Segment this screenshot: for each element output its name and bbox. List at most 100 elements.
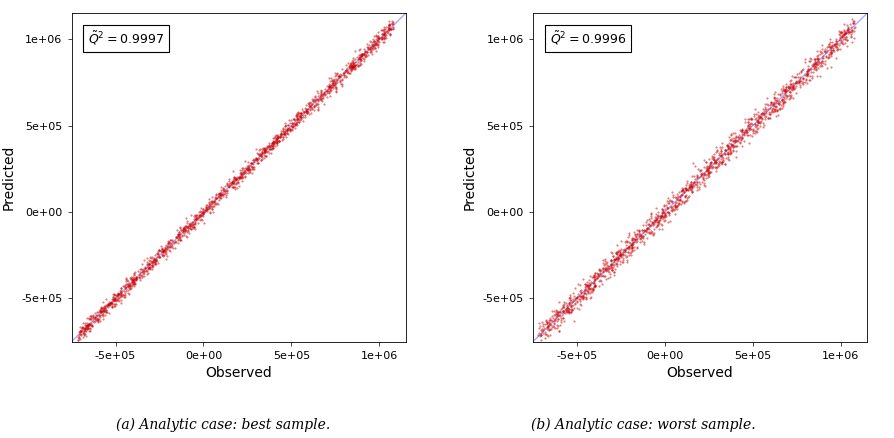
Point <box>662 211 676 218</box>
Point <box>763 108 778 115</box>
Point <box>94 309 108 316</box>
Point <box>810 62 824 69</box>
Point <box>543 326 557 333</box>
Point <box>830 46 844 53</box>
Point <box>213 191 227 198</box>
Point <box>291 108 305 115</box>
Point <box>89 317 104 324</box>
Point <box>782 92 797 99</box>
Point <box>234 168 249 175</box>
Point <box>216 187 231 194</box>
Point <box>832 27 847 34</box>
Point <box>544 325 558 332</box>
Point <box>848 19 862 26</box>
Point <box>562 309 577 316</box>
Point <box>122 280 137 287</box>
Point <box>837 30 851 37</box>
Point <box>779 84 793 91</box>
Point <box>540 319 554 326</box>
Point <box>310 104 325 111</box>
Point <box>610 263 624 270</box>
Point <box>368 40 383 47</box>
Point <box>143 255 157 262</box>
Point <box>103 300 117 307</box>
Point <box>560 302 574 309</box>
Point <box>561 307 575 314</box>
Point <box>582 284 596 291</box>
Point <box>82 320 97 327</box>
Point <box>334 80 349 87</box>
Point <box>721 145 736 152</box>
Point <box>215 193 230 200</box>
Point <box>564 308 578 315</box>
Point <box>347 62 361 69</box>
Point <box>718 151 732 158</box>
Point <box>590 274 604 281</box>
Point <box>322 90 336 97</box>
Point <box>107 296 122 303</box>
Point <box>382 26 396 33</box>
Point <box>628 236 642 243</box>
Point <box>698 168 713 175</box>
Point <box>654 225 669 232</box>
Point <box>690 187 704 194</box>
Point <box>268 140 283 147</box>
Point <box>582 282 596 289</box>
Point <box>777 86 791 93</box>
Point <box>149 254 164 261</box>
Point <box>304 105 318 112</box>
Point <box>646 216 661 223</box>
Point <box>170 233 184 240</box>
Point <box>680 197 695 204</box>
Point <box>341 59 355 66</box>
Point <box>285 125 299 132</box>
Point <box>183 219 198 226</box>
Point <box>243 159 257 166</box>
Point <box>365 44 379 51</box>
Point <box>78 329 92 336</box>
Point <box>82 315 97 322</box>
Point <box>326 78 341 85</box>
Point <box>358 48 372 55</box>
Point <box>578 281 592 288</box>
Point <box>227 183 241 190</box>
Point <box>656 215 670 223</box>
Point <box>280 127 294 134</box>
Point <box>654 212 669 219</box>
Point <box>690 181 704 188</box>
Point <box>162 247 176 254</box>
Point <box>281 125 295 132</box>
Point <box>820 47 834 54</box>
Point <box>693 180 707 187</box>
Point <box>816 60 831 67</box>
Point <box>359 40 374 47</box>
Point <box>729 142 743 149</box>
Point <box>656 213 670 220</box>
Point <box>303 103 317 110</box>
Point <box>600 259 614 266</box>
Point <box>692 184 706 191</box>
Point <box>316 95 330 102</box>
Point <box>147 262 161 269</box>
Point <box>748 105 763 112</box>
Point <box>119 276 133 283</box>
Point <box>156 248 170 255</box>
Point <box>257 147 272 154</box>
Point <box>562 300 577 307</box>
Point <box>180 219 194 226</box>
Point <box>607 256 621 263</box>
Point <box>148 261 162 268</box>
Point <box>709 159 723 166</box>
Point <box>624 241 638 248</box>
Point <box>321 88 335 95</box>
Point <box>344 65 358 72</box>
Point <box>143 258 157 265</box>
Point <box>557 299 571 306</box>
Point <box>111 297 125 304</box>
Point <box>121 278 135 285</box>
Point <box>748 127 763 134</box>
Point <box>620 238 635 245</box>
Point <box>802 57 816 64</box>
Point <box>344 61 358 68</box>
Point <box>533 332 547 339</box>
